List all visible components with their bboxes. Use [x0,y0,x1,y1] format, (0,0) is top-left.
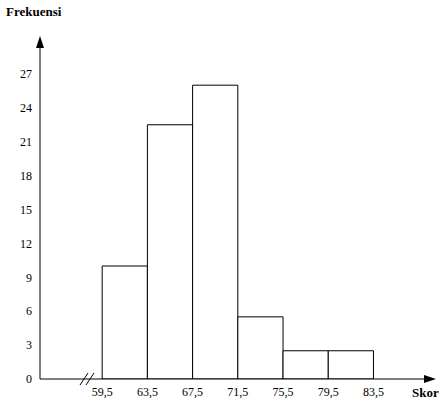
svg-text:15: 15 [20,203,32,217]
svg-text:79,5: 79,5 [318,385,339,399]
svg-text:21: 21 [20,135,32,149]
svg-text:75,5: 75,5 [273,385,294,399]
svg-text:59,5: 59,5 [92,385,113,399]
svg-text:12: 12 [20,237,32,251]
svg-text:63,5: 63,5 [137,385,158,399]
svg-text:6: 6 [26,304,32,318]
svg-text:71,5: 71,5 [227,385,248,399]
svg-text:0: 0 [26,372,32,386]
svg-text:18: 18 [20,169,32,183]
html-text:Frekuensi: Frekuensi [6,4,62,19]
svg-text:3: 3 [26,338,32,352]
svg-text:27: 27 [20,67,32,81]
svg-text:83,5: 83,5 [363,385,384,399]
svg-text:9: 9 [26,271,32,285]
html-text:Skor: Skor [412,385,439,400]
svg-text:24: 24 [20,101,32,115]
svg-text:67,5: 67,5 [182,385,203,399]
